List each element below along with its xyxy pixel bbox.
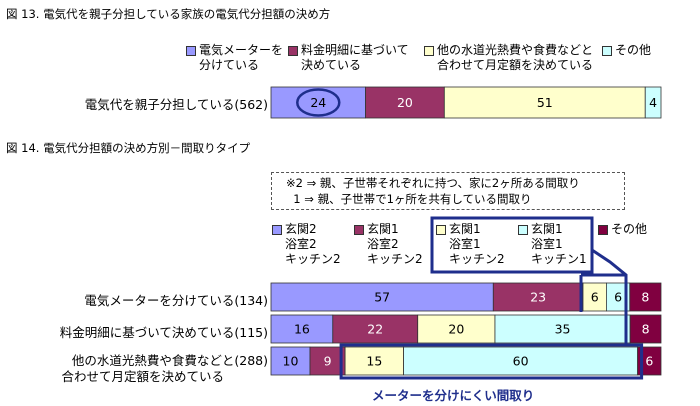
fig14-bar-segment (629, 282, 662, 312)
fig14-highlight-outline-bottom (339, 343, 644, 380)
fig13-data-label: 24 (310, 95, 326, 110)
fig14-legend-item-type3: 玄関1 浴室1 キッチン2 (436, 222, 505, 267)
note-line: ※2 ⇒ 親、子世帯それぞれに持つ、家に2ヶ所ある間取り (286, 176, 580, 190)
legend-swatch (424, 46, 434, 56)
legend-label: 料金明細に基づいて (301, 43, 409, 57)
legend-label: 玄関2 (285, 222, 317, 236)
fig13-title: 図 13. 電気代を親子分担している家族の電気代分担額の決め方 (6, 7, 331, 21)
fig14-highlight-legend-box (430, 216, 594, 274)
fig14-bar-label: 料金明細に基づいて決めている(115) (59, 325, 268, 340)
legend-swatch (354, 225, 364, 235)
legend-label: キッチン2 (367, 252, 423, 266)
fig14-note: ※2 ⇒ 親、子世帯それぞれに持つ、家に2ヶ所ある間取り 1 ⇒ 親、子世帯で1… (271, 172, 625, 210)
fig14-data-label: 20 (448, 322, 464, 337)
fig14-legend-item-other: その他 (598, 222, 647, 237)
legend-swatch (602, 46, 612, 56)
legend-swatch (288, 46, 298, 56)
fig13-legend-item-other: その他 (602, 43, 651, 58)
fig14-data-label: 22 (367, 322, 383, 337)
fig14-bar-segment (270, 346, 311, 376)
fig14-data-label: 6 (614, 290, 622, 305)
fig14-data-label: 60 (513, 354, 529, 369)
fig14-data-label: 23 (530, 290, 546, 305)
fig14-data-label: 15 (366, 354, 382, 369)
fig14-bar-label: 他の水道光熱費や食費などと(288) 合わせて月定額を決めている (61, 353, 268, 385)
legend-swatch (186, 46, 196, 56)
fig14-data-label: 10 (283, 354, 299, 369)
legend-label: 玄関1 (449, 222, 481, 236)
fig14-bar-segment (344, 346, 405, 376)
fig14-bar-segment (637, 346, 662, 376)
legend-label: 他の水道光熱費や食費などと (437, 43, 594, 57)
fig14-bar-segment (270, 314, 334, 344)
fig14-highlight-connector (591, 248, 628, 345)
legend-label: 浴室2 (285, 237, 317, 251)
fig13-data-label: 51 (537, 95, 553, 110)
fig14-legend-item-type4: 玄関1 浴室1 キッチン1 (518, 222, 587, 267)
bar-label-line: 他の水道光熱費や食費などと(288) (71, 353, 268, 368)
legend-label: キッチン2 (449, 252, 505, 266)
fig14-data-label: 57 (374, 290, 390, 305)
legend-label: キッチン1 (531, 252, 587, 266)
legend-label: キッチン2 (285, 252, 341, 266)
highlight-label: メーターを分けにくい間取り (372, 388, 535, 403)
fig13-bar-segment (270, 86, 366, 119)
fig13-data-label: 20 (397, 95, 413, 110)
legend-label: 分けている (199, 58, 260, 72)
fig14-bar-segment (403, 346, 639, 376)
fig14-legend-item-type1: 玄関2 浴室2 キッチン2 (272, 222, 341, 267)
note-line: 1 ⇒ 親、子世帯で1ヶ所を共有している間取り (286, 192, 532, 206)
fig14-bar-segment (270, 282, 494, 312)
legend-label: 決めている (301, 58, 362, 72)
legend-swatch (272, 225, 282, 235)
fig14-bar-segment (417, 314, 496, 344)
fig14-data-label: 8 (642, 322, 650, 337)
fig14-bar-label: 電気メーターを分けている(134) (84, 293, 268, 308)
fig14-bar-segment (309, 346, 346, 376)
fig14-data-label: 9 (324, 354, 332, 369)
legend-label: その他 (615, 43, 652, 57)
legend-label: 玄関1 (367, 222, 399, 236)
fig13-legend-item-statement: 料金明細に基づいて 決めている (288, 43, 409, 73)
legend-label: 浴室1 (531, 237, 563, 251)
fig13-legend-item-fixed: 他の水道光熱費や食費などと 合わせて月定額を決めている (424, 43, 593, 73)
fig13-legend-item-meter: 電気メーターを 分けている (186, 43, 283, 73)
fig14-title: 図 14. 電気代分担額の決め方別－間取りタイプ (6, 141, 251, 155)
fig14-data-label: 35 (555, 322, 571, 337)
fig13-bar-label: 電気代を親子分担している(562) (84, 97, 268, 112)
fig14-data-label: 6 (591, 290, 599, 305)
legend-swatch (598, 225, 608, 235)
bar-label-line: 合わせて月定額を決めている (61, 369, 224, 384)
fig14-data-label: 8 (641, 290, 649, 305)
fig13-bar-segment (365, 86, 445, 119)
legend-label: 電気メーターを (199, 43, 284, 57)
fig14-bar-segment (492, 282, 584, 312)
legend-swatch (436, 225, 446, 235)
fig13-bar-segment (443, 86, 646, 119)
fig14-bar-segment (629, 314, 662, 344)
fig13-highlight-circle (296, 88, 341, 117)
fig14-highlight-outline-top (579, 273, 626, 312)
legend-label: 浴室1 (449, 237, 481, 251)
fig13-data-label: 4 (649, 95, 657, 110)
fig14-data-label: 6 (645, 354, 653, 369)
fig13-bar-segment (644, 86, 662, 119)
legend-swatch (518, 225, 528, 235)
legend-label: 合わせて月定額を決めている (437, 58, 594, 72)
fig14-bar-segment (332, 314, 419, 344)
fig14-bar-segment (494, 314, 631, 344)
legend-label: 浴室2 (367, 237, 399, 251)
legend-label: その他 (611, 222, 648, 236)
legend-label: 玄関1 (531, 222, 563, 236)
fig14-legend-item-type2: 玄関1 浴室2 キッチン2 (354, 222, 423, 267)
fig14-data-label: 16 (294, 322, 310, 337)
